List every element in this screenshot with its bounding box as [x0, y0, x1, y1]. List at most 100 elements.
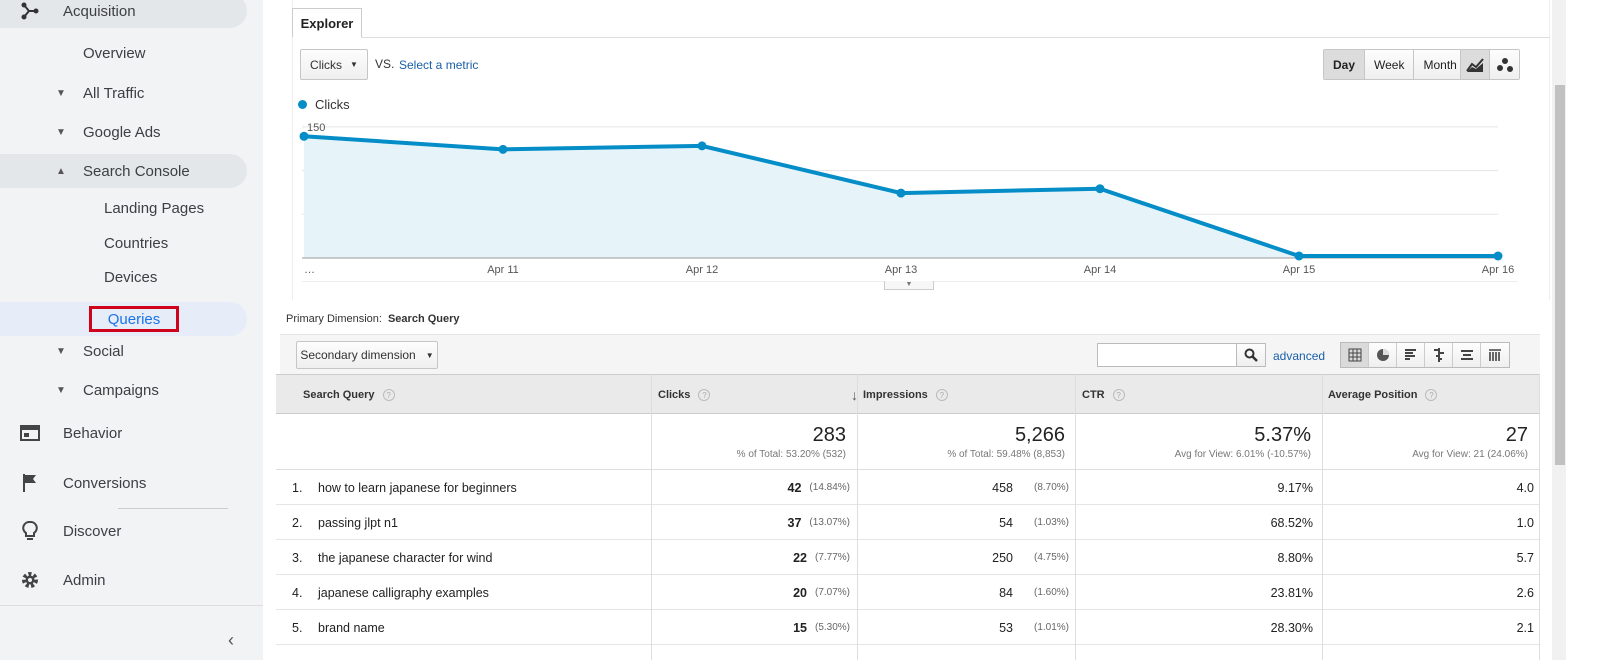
tab-explorer[interactable]: Explorer	[292, 8, 362, 38]
chevron-down-icon: ▼	[425, 350, 434, 360]
metric-select[interactable]: Clicks ▼	[300, 49, 368, 80]
nav-queries-label: Queries	[107, 310, 161, 328]
nav-google-ads[interactable]: ▼ Google Ads	[0, 115, 247, 149]
help-icon[interactable]: ?	[698, 389, 711, 401]
help-icon[interactable]: ?	[1112, 389, 1125, 401]
acquisition-icon	[19, 0, 41, 22]
primary-dimension-value[interactable]: Search Query	[387, 313, 460, 325]
nav-queries[interactable]: Queries	[89, 306, 179, 332]
primary-dimension-label: Primary Dimension:	[286, 313, 382, 325]
comparison-view-icon[interactable]	[1425, 343, 1453, 367]
table-row[interactable]: 2. passing jlpt n1 37 (13.07%) 54 (1.03%) 68.5…	[276, 505, 1540, 540]
row-query-link[interactable]: passing jlpt n1	[318, 515, 398, 530]
table-row[interactable]: 1. how to learn japanese for beginners 42 (…	[276, 470, 1540, 505]
nav-countries[interactable]: Countries	[0, 226, 168, 260]
nav-social[interactable]: ▼ Social	[0, 334, 247, 368]
row-clicks-pct: (7.77%)	[814, 552, 850, 563]
caret-up-icon: ▲	[56, 165, 66, 177]
help-icon[interactable]: ?	[1425, 389, 1438, 401]
nav-landing-pages[interactable]: Landing Pages	[0, 191, 204, 225]
help-icon[interactable]: ?	[382, 389, 395, 401]
pivot-view-icon[interactable]	[1481, 343, 1509, 367]
tab-explorer-label: Explorer	[300, 15, 354, 31]
divider	[118, 508, 228, 509]
header-search-query[interactable]: Search Query?	[303, 375, 395, 415]
row-position: 4.0	[1516, 480, 1534, 495]
nav-landing-pages-label: Landing Pages	[104, 199, 205, 217]
secondary-dimension-label: Secondary dimension	[300, 348, 416, 362]
nav-all-traffic[interactable]: ▼ All Traffic	[0, 76, 247, 110]
row-clicks-pct: (14.84%)	[809, 482, 850, 493]
granularity-day[interactable]: Day	[1324, 50, 1366, 79]
row-impressions: 250 (4.75%)	[866, 540, 1069, 575]
column-divider	[1075, 374, 1076, 660]
nav-conversions[interactable]: Conversions	[0, 466, 247, 500]
collapse-chart-icon[interactable]: ▼	[884, 281, 934, 290]
row-query-link[interactable]: brand name	[318, 620, 385, 635]
data-point[interactable]	[498, 144, 508, 154]
row-query-link[interactable]: japanese calligraphy examples	[318, 585, 489, 600]
header-clicks-label: Clicks	[658, 389, 691, 401]
header-clicks[interactable]: Clicks? ↓	[658, 375, 858, 415]
row-impressions-value: 54	[999, 515, 1013, 530]
motion-chart-icon[interactable]	[1490, 50, 1519, 79]
data-point[interactable]	[1294, 251, 1304, 261]
select-metric-link[interactable]: Select a metric	[399, 58, 479, 72]
header-ctr[interactable]: CTR?	[1082, 375, 1125, 415]
row-query-link[interactable]: how to learn japanese for beginners	[318, 480, 517, 495]
total-impressions-sub: % of Total: 59.48% (8,853)	[947, 449, 1065, 460]
granularity-month[interactable]: Month	[1414, 50, 1466, 79]
term-cloud-view-icon[interactable]	[1453, 343, 1481, 367]
data-point[interactable]	[1095, 184, 1105, 194]
nav-search-console[interactable]: ▲ Search Console	[0, 154, 247, 188]
row-clicks: 37 (13.07%)	[656, 505, 850, 540]
sort-descending-icon[interactable]: ↓	[851, 387, 858, 403]
table-row[interactable]: 5. brand name 15 (5.30%) 53 (1.01%) 28.30% 2.1	[276, 610, 1540, 645]
x-tick-label: …	[304, 264, 315, 276]
nav-acquisition[interactable]: Acquisition	[0, 0, 247, 28]
data-point[interactable]	[697, 141, 707, 151]
caret-down-icon: ▼	[56, 87, 66, 99]
row-clicks-pct: (7.07%)	[814, 587, 850, 598]
nav-devices[interactable]: Devices	[0, 260, 157, 294]
divider	[0, 605, 263, 606]
row-clicks-value: 37	[787, 515, 802, 530]
table-row[interactable]: 4. japanese calligraphy examples 20 (7.07%)…	[276, 575, 1540, 610]
header-impressions[interactable]: Impressions?	[863, 375, 948, 415]
nav-overview[interactable]: Overview	[0, 36, 146, 70]
table-search-input[interactable]	[1097, 343, 1237, 367]
pie-view-icon[interactable]	[1369, 343, 1397, 367]
nav-campaigns[interactable]: ▼ Campaigns	[0, 373, 247, 407]
row-position: 5.7	[1516, 550, 1534, 565]
totals-row: 283 % of Total: 53.20% (532) 5,266 % of …	[276, 414, 1540, 470]
table-view-group	[1340, 342, 1510, 368]
performance-view-icon[interactable]	[1397, 343, 1425, 367]
secondary-dimension-select[interactable]: Secondary dimension ▼	[296, 341, 438, 369]
header-average-position[interactable]: Average Position?	[1328, 375, 1438, 415]
row-clicks-value: 42	[787, 480, 802, 495]
nav-all-traffic-label: All Traffic	[83, 84, 145, 102]
header-ctr-label: CTR	[1082, 389, 1105, 401]
data-point[interactable]	[1493, 251, 1503, 261]
granularity-week[interactable]: Week	[1365, 50, 1415, 79]
advanced-link[interactable]: advanced	[1273, 349, 1326, 363]
nav-behavior[interactable]: Behavior	[0, 416, 247, 450]
line-chart-icon[interactable]	[1461, 50, 1490, 79]
search-button[interactable]	[1236, 343, 1266, 367]
scrollbar-thumb[interactable]	[1555, 85, 1565, 465]
nav-discover[interactable]: Discover	[0, 514, 247, 548]
help-icon[interactable]: ?	[935, 389, 948, 401]
x-tick-label: Apr 11	[487, 264, 519, 276]
row-query-link[interactable]: the japanese character for wind	[318, 550, 493, 565]
search-icon	[1244, 348, 1258, 362]
table-view-icon[interactable]	[1341, 343, 1369, 367]
nav-admin[interactable]: Admin	[0, 563, 247, 597]
data-point[interactable]	[299, 131, 309, 141]
total-clicks: 283 % of Total: 53.20% (532)	[656, 424, 846, 460]
x-tick-label: Apr 13	[885, 264, 917, 276]
table-row[interactable]: 3. the japanese character for wind 22 (7.77…	[276, 540, 1540, 575]
total-position: 27 Avg for View: 21 (24.06%)	[1326, 424, 1528, 460]
x-tick-label: Apr 15	[1283, 264, 1315, 276]
data-point[interactable]	[896, 188, 906, 198]
collapse-sidebar-icon[interactable]: ‹	[228, 630, 234, 650]
